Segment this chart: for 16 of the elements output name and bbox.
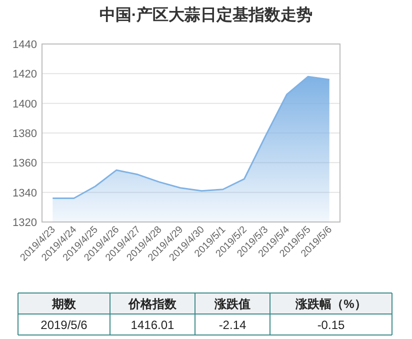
text: 涨跌值 (214, 297, 250, 311)
text: -0.15 (317, 318, 345, 332)
chart-title: 中国·产区大蒜日定基指数走势 (99, 6, 313, 24)
y-tick-label: 1380 (12, 128, 37, 140)
y-tick-label: 1340 (12, 187, 37, 200)
y-tick-label: 1420 (12, 68, 37, 81)
y-tick-label: 1440 (12, 39, 37, 51)
text: 期数 (51, 297, 77, 311)
text: 2019/5/6 (40, 318, 88, 332)
text: 价格指数 (128, 297, 178, 311)
y-tick-label: 1400 (12, 98, 37, 110)
text: 涨跌幅（%） (294, 297, 366, 311)
text: -2.14 (218, 318, 246, 332)
y-tick-label: 1360 (12, 158, 37, 170)
y-tick-label: 1320 (12, 217, 37, 229)
text: 1416.01 (130, 318, 175, 332)
